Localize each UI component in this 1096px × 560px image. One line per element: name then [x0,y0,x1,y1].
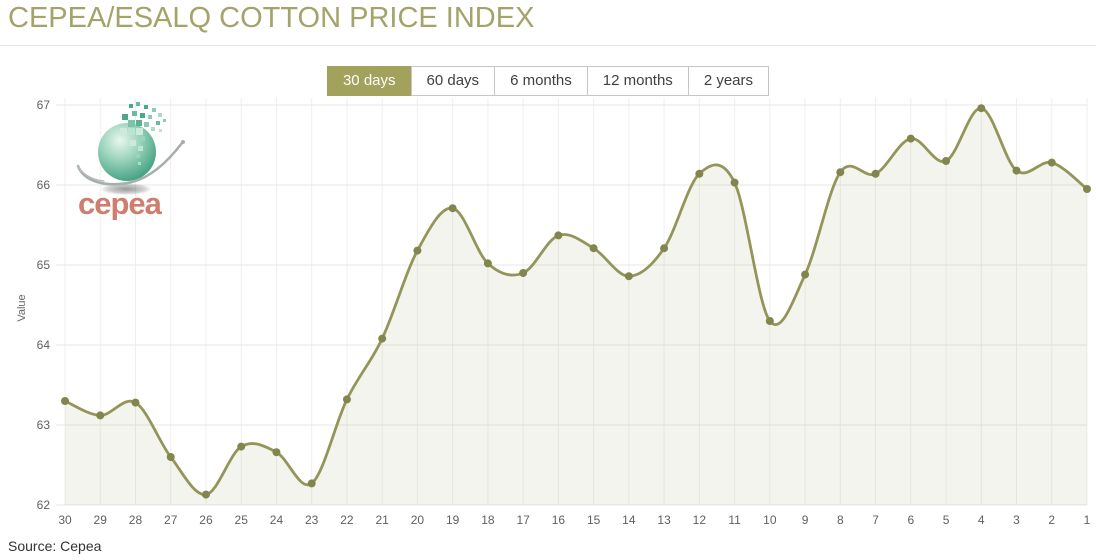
data-point-marker[interactable] [1083,185,1091,193]
x-tick-label: 18 [481,513,495,527]
y-tick-label: 67 [37,98,51,112]
data-point-marker[interactable] [519,269,528,277]
data-point-marker[interactable] [378,334,387,343]
data-point-marker[interactable] [801,270,810,279]
data-point-marker[interactable] [660,244,669,253]
x-tick-label: 19 [446,513,460,527]
orbit-swoosh-icon [76,141,184,186]
data-point-marker[interactable] [61,397,69,405]
x-tick-label: 16 [552,513,566,527]
x-tick-label: 6 [907,513,914,527]
data-point-marker[interactable] [695,169,704,178]
orbit-swoosh-tail [77,165,105,182]
x-tick-label: 25 [235,513,249,527]
range-button-60-days[interactable]: 60 days [410,66,496,96]
data-point-marker[interactable] [1047,158,1056,167]
x-tick-label: 2 [1048,513,1055,527]
y-tick-label: 65 [37,258,51,272]
x-tick-label: 30 [58,513,72,527]
data-point-marker[interactable] [237,442,246,451]
x-tick-label: 15 [587,513,601,527]
data-point-marker[interactable] [307,479,316,488]
data-point-marker[interactable] [413,246,422,255]
data-point-marker[interactable] [554,231,563,240]
x-tick-label: 8 [837,513,844,527]
x-tick-label: 27 [164,513,178,527]
x-tick-label: 14 [622,513,636,527]
x-tick-label: 1 [1084,513,1091,527]
x-tick-label: 10 [763,513,777,527]
data-point-marker[interactable] [836,168,845,177]
header-divider [0,45,1096,46]
data-point-marker[interactable] [483,259,492,268]
x-tick-label: 24 [270,513,284,527]
x-tick-label: 29 [94,513,108,527]
y-tick-label: 62 [37,498,51,512]
range-button-12-months[interactable]: 12 months [586,66,689,96]
x-tick-label: 22 [340,513,354,527]
x-tick-label: 9 [802,513,809,527]
y-tick-label: 66 [37,178,51,192]
data-point-marker[interactable] [906,134,915,143]
data-point-marker[interactable] [131,398,140,407]
data-point-marker[interactable] [166,453,175,461]
data-point-marker[interactable] [942,157,951,165]
data-point-marker[interactable] [624,272,633,281]
pixel-trail-icon [120,102,166,165]
range-button-6-months[interactable]: 6 months [494,66,588,96]
data-point-marker[interactable] [1012,166,1021,175]
data-point-marker[interactable] [201,490,210,499]
x-tick-label: 20 [411,513,425,527]
x-tick-label: 3 [1013,513,1020,527]
range-button-group: 30 days 60 days 6 months 12 months 2 yea… [0,66,1096,96]
y-tick-label: 64 [37,338,51,352]
data-point-marker[interactable] [765,317,774,325]
data-point-marker[interactable] [977,104,986,113]
data-point-marker[interactable] [589,244,598,253]
x-tick-label: 11 [728,513,741,527]
x-tick-label: 5 [943,513,950,527]
data-point-marker[interactable] [272,448,281,457]
data-point-marker[interactable] [448,204,457,213]
x-tick-label: 12 [693,513,707,527]
x-tick-label: 23 [305,513,319,527]
data-point-marker[interactable] [730,178,739,187]
data-point-marker[interactable] [96,411,105,420]
series-area [65,108,1087,505]
x-tick-label: 26 [199,513,213,527]
x-tick-label: 21 [375,513,389,527]
logo-text: cepea [78,186,163,220]
x-tick-label: 17 [516,513,530,527]
data-point-marker[interactable] [342,395,351,404]
x-tick-label: 7 [872,513,879,527]
x-tick-label: 28 [129,513,143,527]
y-axis-title: Value [16,294,28,322]
source-text: Source: Cepea [8,538,102,554]
page-title: CEPEA/ESALQ COTTON PRICE INDEX [8,2,535,34]
orbit-tip [181,140,185,144]
logo-shadow [100,183,152,195]
data-point-marker[interactable] [871,169,880,178]
range-button-30-days[interactable]: 30 days [326,66,412,96]
range-button-2-years[interactable]: 2 years [687,66,770,96]
x-tick-label: 13 [657,513,671,527]
y-tick-label: 63 [37,418,51,432]
cepea-logo: cepea [76,102,185,220]
x-tick-label: 4 [978,513,985,527]
